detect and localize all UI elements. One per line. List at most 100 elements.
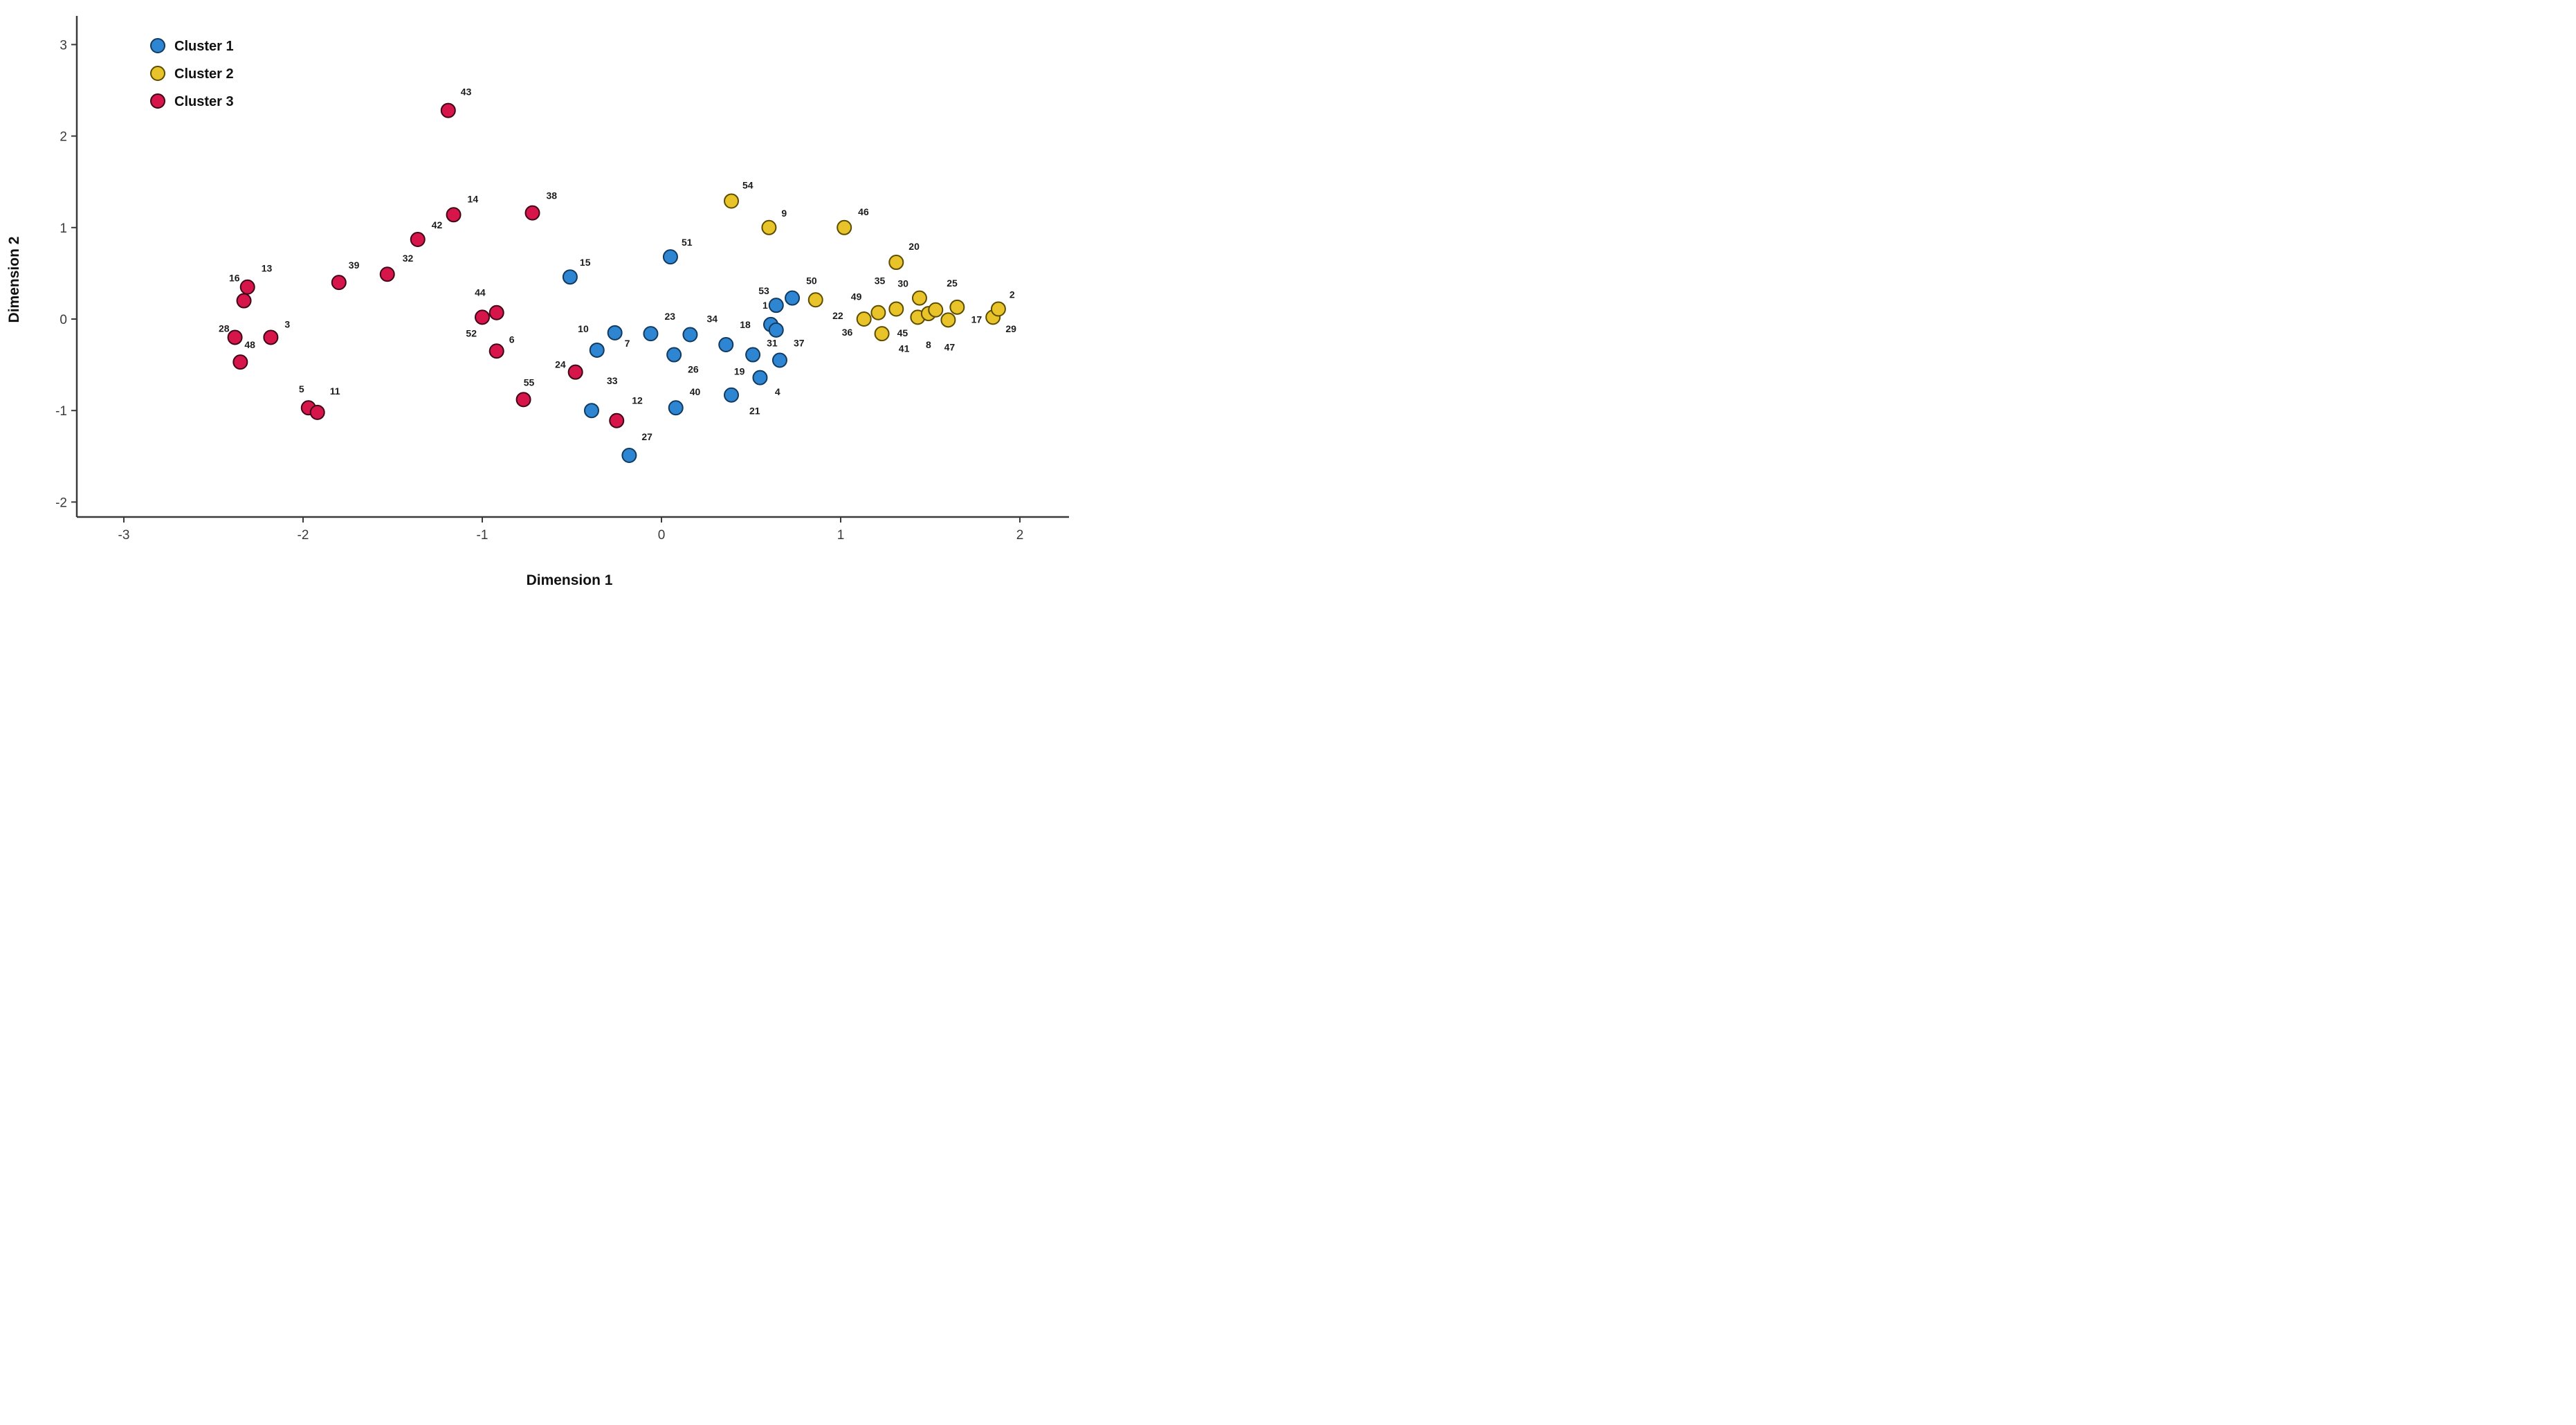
- point-label-43: 43: [461, 87, 472, 98]
- y-tick-label: 1: [60, 221, 67, 236]
- point-26: [666, 347, 682, 363]
- point-9: [761, 219, 777, 235]
- point-label-30: 30: [897, 278, 908, 289]
- point-label-40: 40: [690, 386, 701, 397]
- point-label-4: 4: [775, 386, 780, 397]
- point-22: [856, 311, 872, 327]
- point-18: [718, 337, 734, 353]
- point-label-39: 39: [349, 260, 360, 271]
- point-30: [911, 290, 927, 306]
- point-37: [771, 352, 787, 368]
- point-16: [236, 293, 252, 309]
- point-label-5: 5: [299, 383, 304, 394]
- point-label-27: 27: [641, 431, 652, 442]
- point-label-3: 3: [284, 318, 290, 329]
- point-label-7: 7: [625, 338, 630, 349]
- point-20: [888, 255, 904, 271]
- point-19: [752, 370, 768, 385]
- point-label-42: 42: [432, 219, 443, 230]
- legend-label-1: Cluster 1: [174, 39, 234, 54]
- point-label-18: 18: [740, 319, 751, 330]
- point-label-34: 34: [706, 313, 718, 324]
- point-46: [837, 219, 852, 235]
- point-label-10: 10: [578, 323, 589, 334]
- point-31: [745, 347, 761, 363]
- legend-swatch-1: [150, 38, 165, 53]
- axis-spines: [75, 16, 1069, 518]
- point-label-23: 23: [664, 311, 675, 322]
- point-39: [331, 275, 347, 291]
- point-label-22: 22: [832, 310, 843, 321]
- point-21: [724, 387, 740, 403]
- y-tick-label: -2: [55, 496, 67, 510]
- point-label-15: 15: [580, 257, 591, 268]
- point-36: [807, 292, 823, 308]
- point-label-28: 28: [219, 323, 230, 334]
- point-48: [232, 354, 248, 370]
- point-43: [440, 102, 456, 118]
- point-10: [589, 342, 605, 358]
- x-tick-label: -2: [298, 528, 309, 543]
- scatter-plot-canvas: -3 -2 -1 0 1 2 3 2 1 0 -1 -2 51 15 1 50 53 4 7 23 34 10 18 31 3…: [0, 0, 1085, 600]
- point-label-33: 33: [607, 375, 618, 386]
- point-4: [768, 322, 784, 338]
- y-tick-label: -1: [55, 404, 67, 419]
- point-49: [870, 305, 886, 320]
- point-29: [949, 299, 965, 315]
- point-label-51: 51: [682, 237, 693, 248]
- legend-label-2: Cluster 2: [174, 66, 234, 82]
- legend-swatch-2: [150, 66, 165, 81]
- x-tick-label: -3: [118, 528, 130, 543]
- legend: Cluster 1 Cluster 2 Cluster 3: [150, 38, 234, 109]
- point-6: [488, 343, 504, 359]
- point-40: [668, 400, 684, 416]
- point-11: [309, 404, 325, 420]
- point-2: [990, 301, 1006, 317]
- point-25: [928, 302, 944, 318]
- point-50: [785, 290, 801, 306]
- point-3: [263, 329, 279, 345]
- point-label-35: 35: [875, 275, 886, 286]
- point-label-36: 36: [842, 327, 853, 338]
- point-label-19: 19: [734, 366, 745, 377]
- point-label-41: 41: [899, 343, 910, 354]
- point-label-53: 53: [758, 285, 769, 296]
- point-label-47: 47: [944, 341, 956, 352]
- point-label-50: 50: [806, 275, 817, 287]
- x-tick-label: 2: [1016, 528, 1024, 543]
- point-35: [888, 301, 904, 317]
- legend-swatch-3: [150, 93, 165, 109]
- point-label-2: 2: [1010, 289, 1015, 300]
- point-label-16: 16: [229, 273, 240, 284]
- point-label-48: 48: [244, 339, 255, 350]
- x-tick-label: -1: [477, 528, 488, 543]
- point-label-44: 44: [475, 287, 486, 298]
- point-label-54: 54: [742, 179, 753, 190]
- point-label-32: 32: [403, 253, 414, 264]
- point-label-12: 12: [632, 395, 643, 406]
- point-label-31: 31: [767, 338, 778, 349]
- point-27: [621, 447, 637, 463]
- point-label-6: 6: [509, 334, 515, 345]
- point-52: [475, 309, 490, 325]
- point-34: [682, 327, 698, 343]
- point-label-21: 21: [749, 406, 760, 417]
- point-label-9: 9: [781, 208, 787, 219]
- x-tick-label: 1: [837, 528, 845, 543]
- point-label-14: 14: [468, 193, 479, 204]
- point-32: [379, 266, 395, 282]
- point-label-20: 20: [908, 241, 920, 252]
- point-15: [562, 269, 578, 285]
- point-28: [227, 329, 243, 345]
- point-label-13: 13: [262, 263, 273, 274]
- y-tick-label: 3: [60, 38, 67, 53]
- x-tick-label: 0: [658, 528, 666, 543]
- point-44: [488, 305, 504, 320]
- point-24: [567, 364, 583, 380]
- point-51: [662, 249, 678, 265]
- point-7: [607, 325, 623, 341]
- point-13: [239, 279, 255, 295]
- point-38: [524, 205, 540, 221]
